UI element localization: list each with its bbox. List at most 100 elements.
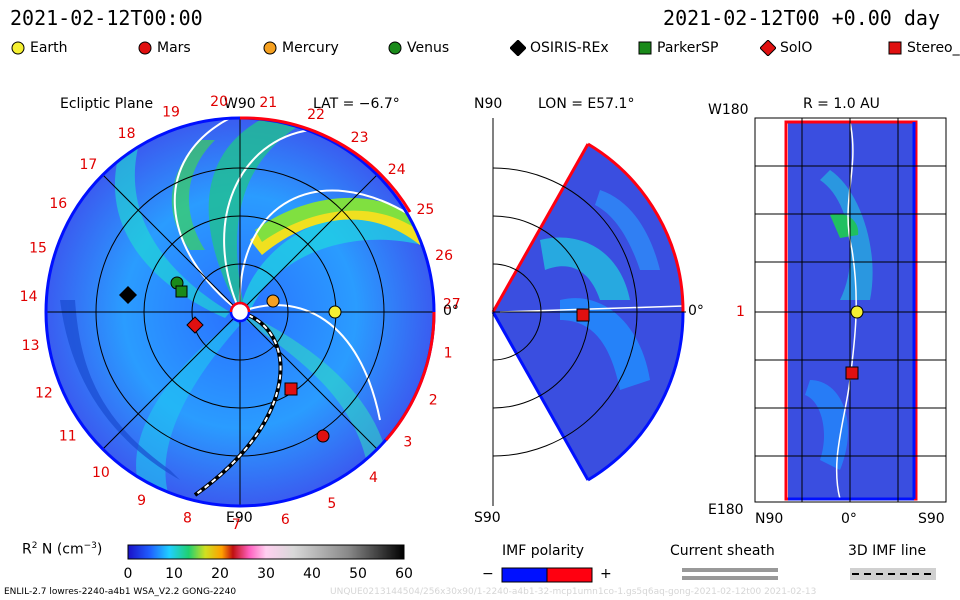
sector-label: 23 (351, 130, 369, 146)
datetime-label: 2021-02-12T00:00 (10, 6, 203, 30)
colorbar (127, 544, 405, 560)
ecliptic-right-label: 0° (443, 303, 459, 319)
meridional-lon: LON = E57.1° (538, 96, 635, 112)
meridional-right-label: 0° (688, 303, 704, 319)
legend-circle-icon (388, 41, 402, 55)
legend-item-earth: Earth (10, 38, 68, 58)
imf3d-title: 3D IMF line (848, 543, 927, 559)
legend-item-stereo-: Stereo_ (887, 38, 960, 58)
meridional-panel (491, 118, 686, 506)
meridional-stereo-marker (576, 308, 590, 322)
footer-run-info: ENLIL-2.7 lowres-2240-a4b1 WSA_V2.2 GONG… (4, 587, 237, 597)
sector-label: 14 (20, 289, 38, 305)
solo-marker (186, 316, 204, 334)
footer-watermark: UNQUE0213144504/256x30x90/1-2240-a4b1-32… (330, 587, 817, 597)
ecliptic-rim-positive-right (384, 311, 436, 441)
legend-label: Earth (30, 40, 68, 56)
radial-panel (754, 117, 947, 503)
sector-label: 9 (137, 493, 146, 509)
radial-xtick-0: 0° (841, 511, 857, 527)
ecliptic-lat: LAT = −6.7° (313, 96, 400, 112)
sector-label: 16 (49, 196, 67, 212)
osiris-rex-marker (119, 286, 137, 304)
legend-item-solo: SolO (760, 38, 812, 58)
radial-top-left: W180 (708, 102, 749, 118)
colorbar-ticks: 0 10 20 30 40 50 60 (124, 566, 413, 582)
legend-label: Stereo_ (907, 40, 960, 56)
colorbar-tick-label: 10 (165, 566, 183, 582)
sector-label: 7 (232, 517, 241, 533)
sector-label: 17 (79, 157, 97, 173)
sector-label: 26 (435, 248, 453, 264)
polarity-minus: − (482, 566, 494, 582)
radial-mid-left: 1 (736, 304, 745, 320)
colorbar-tick-label: 0 (124, 566, 133, 582)
sector-label: 25 (416, 202, 434, 218)
radial-earth-marker (850, 305, 864, 319)
sector-label: 21 (259, 95, 277, 111)
sector-label: 11 (59, 429, 77, 445)
radial-xtick-s90: S90 (918, 511, 945, 527)
sector-label: 22 (307, 107, 325, 123)
sector-label: 12 (35, 386, 53, 402)
sector-label: 5 (327, 496, 336, 512)
mercury-marker (266, 294, 280, 308)
sector-label: 15 (29, 241, 47, 257)
radial-title: R = 1.0 AU (803, 96, 880, 112)
sector-label: 27 (443, 296, 461, 312)
legend-label: SolO (780, 40, 813, 56)
sector-label: 13 (22, 338, 40, 354)
sheath-title: Current sheath (670, 543, 775, 559)
model-time-label: 2021-02-12T00 +0.00 day (663, 6, 940, 30)
legend-item-parkersp: ParkerSP (637, 38, 718, 58)
earth-marker (328, 305, 342, 319)
stereo-imf-line-dash (194, 311, 282, 496)
sector-label: 20 (210, 94, 228, 110)
radial-xtick-n90: N90 (755, 511, 784, 527)
colorbar-tick-label: 20 (211, 566, 229, 582)
legend-square-icon (638, 41, 652, 55)
colorbar-tick-label: 50 (349, 566, 367, 582)
legend-item-mercury: Mercury (262, 38, 339, 58)
imf-spiral-lines (173, 118, 411, 421)
sector-label: 4 (369, 470, 378, 486)
legend-diamond-icon (510, 40, 526, 56)
sector-label: 19 (162, 105, 180, 121)
ecliptic-rim-positive-top (239, 116, 412, 213)
polarity-pos-swatch (546, 567, 593, 583)
sector-label: 2 (429, 392, 438, 408)
sector-label: 3 (403, 435, 412, 451)
colorbar-label: R2 N (cm−3) (22, 541, 103, 558)
polarity-plus: + (600, 566, 612, 582)
ecliptic-bottom-label: E90 (226, 510, 253, 526)
stereo-marker (284, 382, 298, 396)
sector-label: 1 (444, 346, 453, 362)
legend-item-venus: Venus (387, 38, 449, 58)
radial-bottom-left: E180 (708, 502, 744, 518)
legend-label: OSIRIS-REx (530, 40, 609, 56)
sheath-line-2 (682, 576, 778, 580)
ecliptic-top-label: W90 (224, 96, 256, 112)
parker-marker (175, 285, 188, 298)
sector-label: 6 (281, 512, 290, 528)
legend-item-osiris-rex: OSIRIS-REx (510, 38, 609, 58)
sector-label: 10 (92, 465, 110, 481)
polarity-neg-swatch (501, 567, 548, 583)
sheath-line-1 (682, 568, 778, 572)
legend-circle-icon (138, 41, 152, 55)
sector-label: 8 (183, 510, 192, 526)
meridional-bottom-label: S90 (474, 510, 501, 526)
colorbar-tick-label: 60 (395, 566, 413, 582)
mars-marker (316, 429, 330, 443)
legend-item-mars: Mars (137, 38, 191, 58)
legend-label: ParkerSP (657, 40, 719, 56)
legend-label: Mercury (282, 40, 339, 56)
ecliptic-title: Ecliptic Plane (60, 96, 154, 112)
colorbar-tick-label: 30 (257, 566, 275, 582)
radial-stereo-marker (845, 366, 859, 380)
legend-circle-icon (11, 41, 25, 55)
sector-label: 18 (118, 126, 136, 142)
polarity-title: IMF polarity (502, 543, 585, 559)
